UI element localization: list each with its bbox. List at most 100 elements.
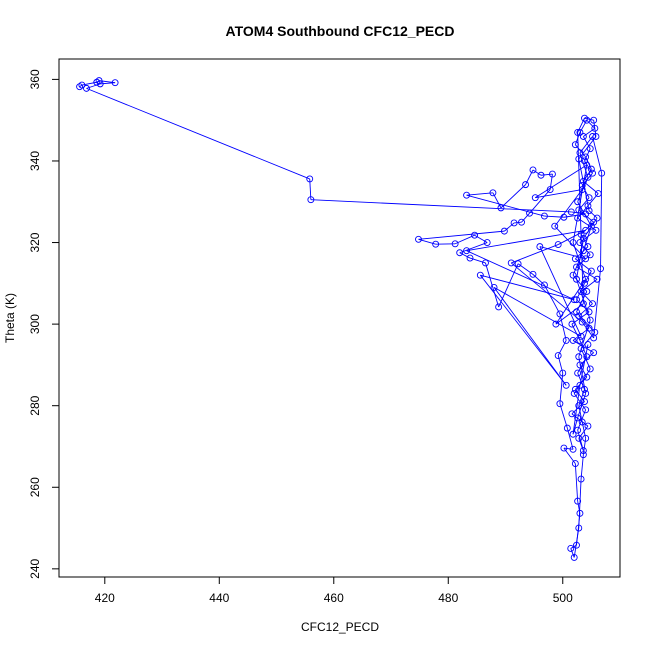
data-point — [582, 434, 590, 442]
data-point — [571, 141, 579, 149]
data-point — [573, 541, 580, 549]
series-segment — [86, 87, 310, 180]
series-segment — [584, 160, 593, 174]
series-segment — [588, 210, 598, 219]
series-segment — [529, 189, 551, 214]
series-segment — [593, 268, 601, 339]
data-point — [584, 422, 592, 430]
data-point — [582, 153, 590, 161]
series-segment — [578, 158, 590, 211]
data-point — [585, 324, 593, 332]
data-point — [589, 169, 596, 177]
data-point — [482, 259, 489, 267]
data-point — [584, 173, 592, 181]
data-point — [587, 222, 595, 230]
series-segment — [584, 117, 594, 121]
series-segment — [466, 229, 586, 252]
data-point — [590, 334, 598, 342]
data-point — [575, 402, 583, 410]
data-point — [582, 406, 590, 414]
data-point — [597, 265, 604, 273]
data-point — [466, 254, 474, 262]
series-segment — [574, 463, 579, 502]
data-point — [570, 390, 578, 397]
series-segment — [586, 119, 596, 129]
series-segment — [511, 244, 559, 264]
data-point — [574, 426, 582, 434]
data-point — [575, 524, 583, 532]
data-point — [451, 240, 459, 248]
data-point — [471, 231, 479, 239]
data-point — [546, 186, 554, 193]
data-point — [571, 255, 579, 263]
data-point — [83, 84, 90, 92]
data-point — [476, 271, 484, 279]
data-point — [573, 296, 580, 304]
data-point — [576, 336, 584, 344]
y-tick-label: 340 — [28, 151, 42, 171]
series-segment — [577, 205, 589, 219]
series-segment — [572, 385, 581, 435]
series-segment — [480, 274, 575, 301]
series-segment — [600, 173, 603, 269]
series-segment — [580, 348, 591, 370]
data-point — [579, 133, 587, 140]
data-point — [537, 171, 545, 179]
data-point — [571, 460, 579, 468]
data-point — [551, 222, 559, 230]
data-point — [584, 243, 592, 251]
data-point — [574, 198, 582, 206]
data-point — [578, 186, 586, 193]
series-segment — [459, 242, 488, 254]
series-segment — [466, 250, 575, 301]
data-point — [579, 451, 587, 459]
series-segment — [454, 234, 475, 245]
series-segment — [86, 83, 101, 89]
data-point — [111, 79, 119, 87]
data-point — [575, 353, 583, 361]
x-tick-label: 420 — [95, 591, 115, 605]
series-segment — [498, 263, 519, 308]
series-segment — [525, 169, 534, 185]
data-point — [432, 240, 440, 248]
series-segment — [540, 173, 553, 176]
data-point — [483, 239, 491, 246]
data-point — [576, 128, 584, 136]
data-point — [574, 214, 582, 222]
data-point — [518, 218, 525, 226]
series-segment — [578, 425, 589, 439]
y-tick-label: 260 — [28, 477, 42, 497]
data-point — [529, 270, 537, 278]
data-point — [574, 369, 582, 377]
data-point — [583, 161, 591, 169]
data-point — [456, 249, 464, 257]
data-point — [568, 320, 576, 328]
x-tick-label: 500 — [553, 591, 573, 605]
y-tick-label: 240 — [28, 559, 42, 579]
data-point — [574, 497, 582, 505]
data-point — [556, 400, 564, 408]
series-segment — [577, 409, 587, 431]
series-segment — [582, 136, 591, 149]
data-point — [307, 196, 315, 204]
series-layer — [76, 77, 606, 561]
data-point — [593, 275, 601, 283]
data-point — [569, 336, 577, 344]
data-point — [570, 553, 578, 561]
data-point — [78, 81, 86, 89]
series-segment — [577, 117, 585, 133]
data-point — [582, 390, 590, 397]
data-point — [569, 445, 577, 453]
series-segment — [559, 403, 568, 429]
data-point — [540, 212, 548, 220]
series-segment — [514, 221, 522, 224]
data-point — [584, 341, 592, 348]
data-point — [560, 213, 568, 221]
chart-title: ATOM4 Southbound CFC12_PECD — [226, 23, 455, 39]
series-segment — [570, 548, 575, 558]
data-point — [497, 204, 505, 212]
data-point — [568, 410, 576, 418]
x-tick-label: 460 — [324, 591, 344, 605]
data-point — [586, 316, 594, 324]
